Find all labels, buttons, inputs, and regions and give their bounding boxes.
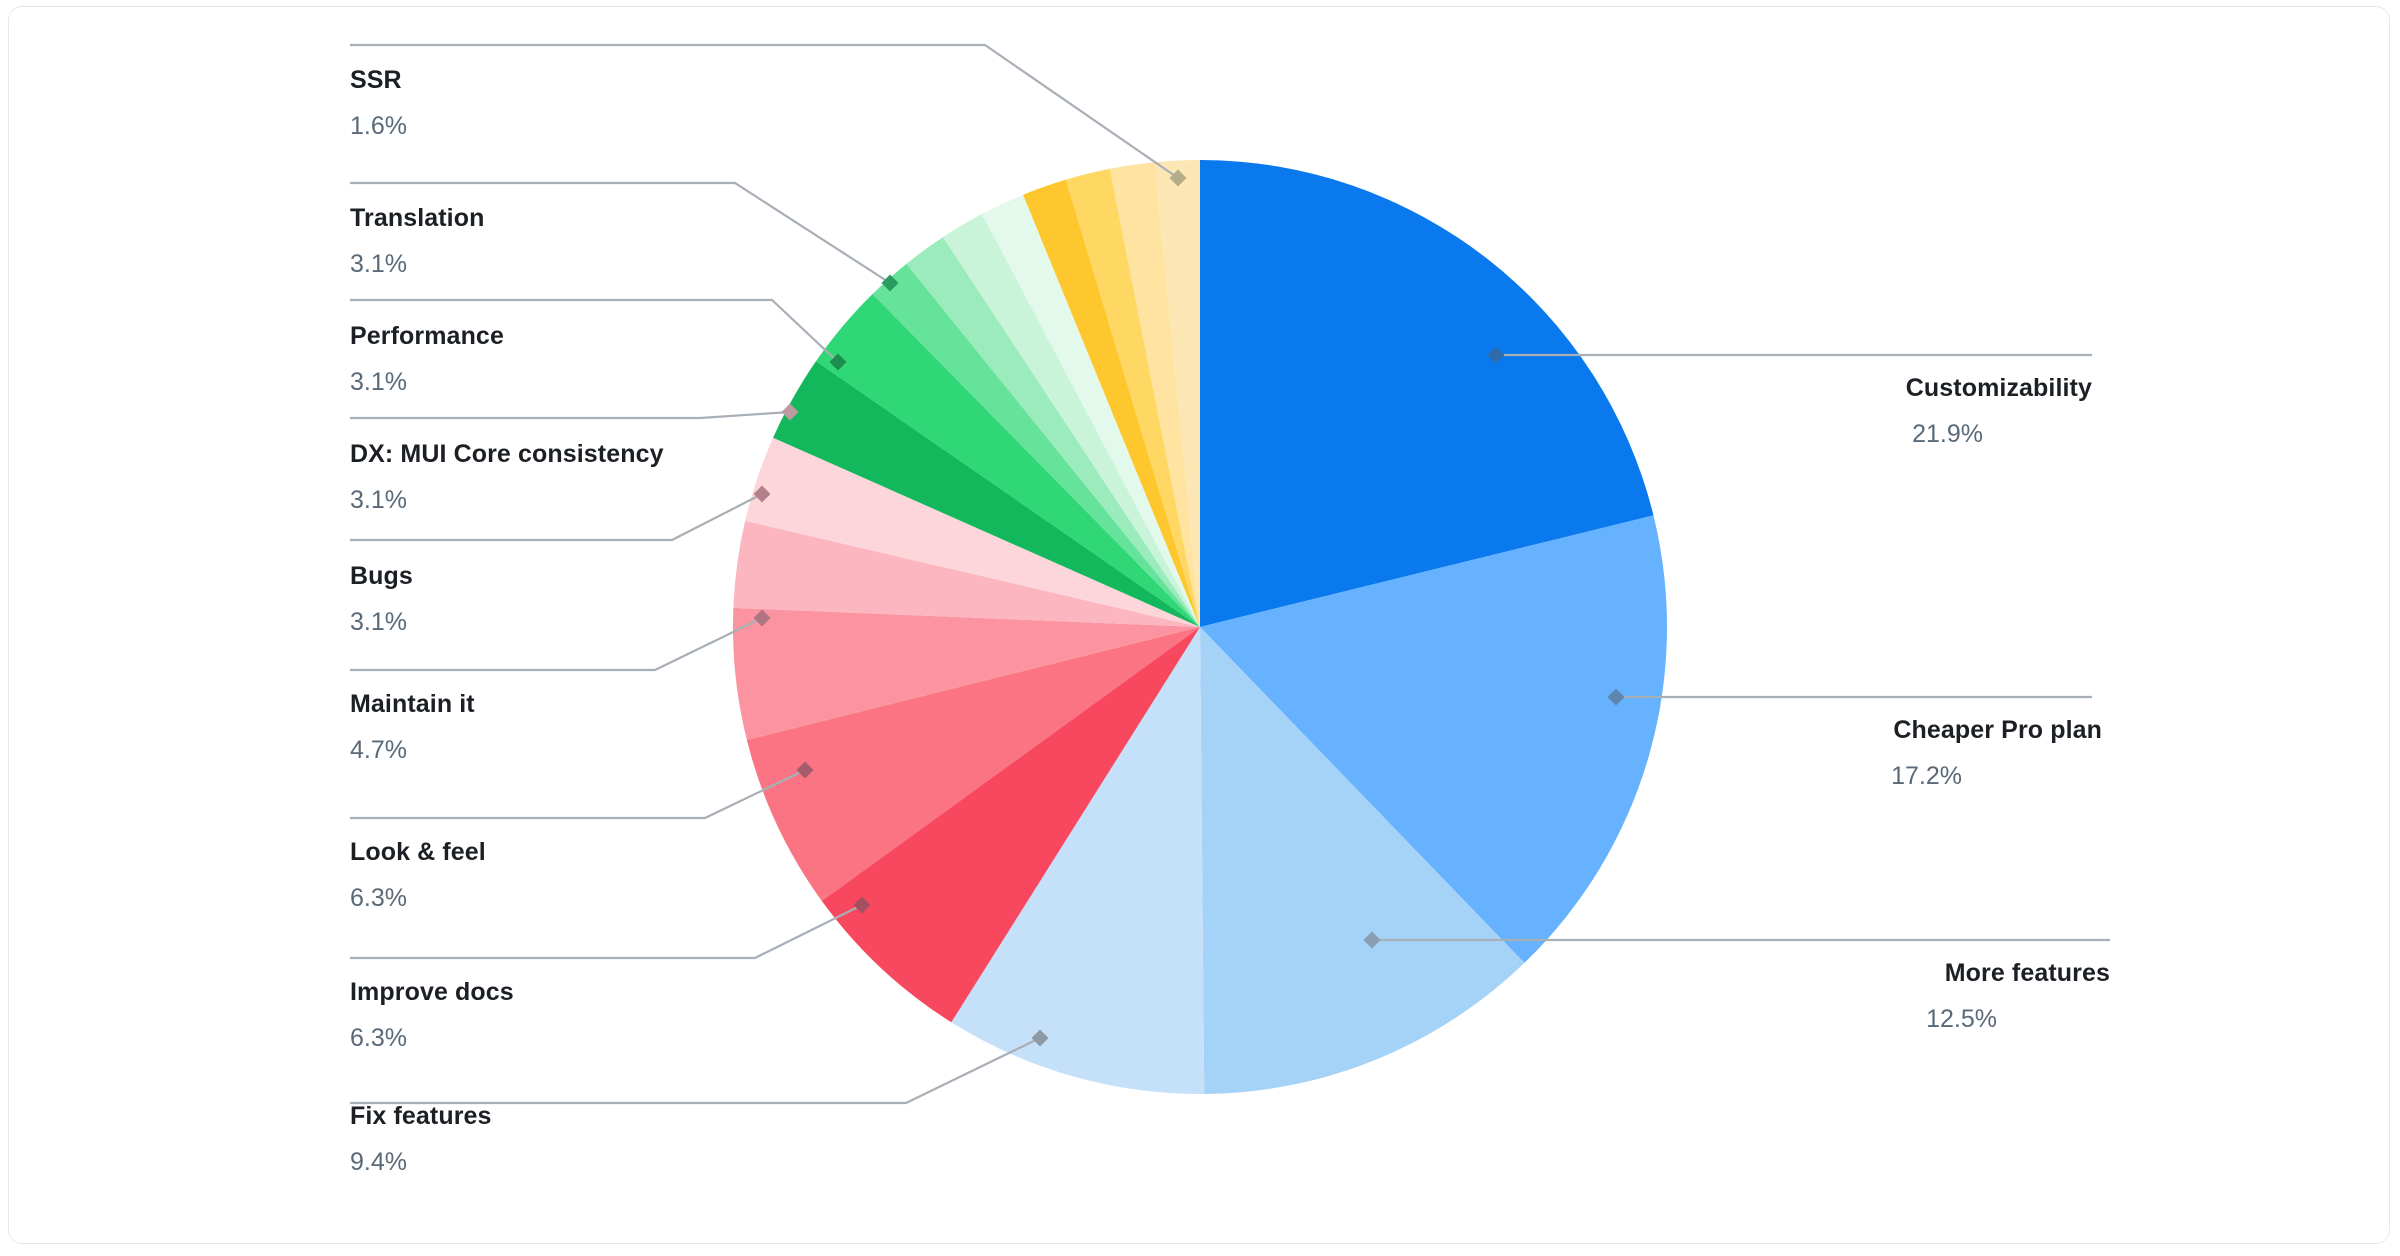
slice-label-fix-features: Fix features bbox=[350, 1102, 492, 1130]
pie-slice-bugs[interactable] bbox=[733, 520, 1200, 627]
slice-label-customizability: Customizability bbox=[1906, 374, 2092, 402]
slice-value-fix-features: 9.4% bbox=[350, 1148, 407, 1176]
marker-improve-docs bbox=[853, 896, 871, 914]
marker-cheaper-pro-plan bbox=[1607, 688, 1625, 706]
marker-fix-features bbox=[1031, 1029, 1049, 1047]
slice-value-cheaper-pro-plan: 17.2% bbox=[1891, 762, 1962, 790]
right-label-group: Customizability 21.9% Cheaper Pro plan 1… bbox=[1891, 374, 2110, 1033]
pie-slice-filler-3[interactable] bbox=[982, 194, 1200, 627]
slice-value-dx-mui-core-consistency: 3.1% bbox=[350, 486, 407, 514]
slice-value-customizability: 21.9% bbox=[1912, 420, 1983, 448]
slice-value-bugs: 3.1% bbox=[350, 608, 407, 636]
leader-line-fix-features bbox=[350, 1037, 1041, 1105]
marker-look-and-feel bbox=[796, 761, 814, 779]
slice-value-maintain-it: 4.7% bbox=[350, 736, 407, 764]
pie-slice-translation[interactable] bbox=[816, 294, 1200, 627]
slice-label-improve-docs: Improve docs bbox=[350, 978, 514, 1006]
leader-line-maintain-it bbox=[350, 617, 763, 672]
pie-slice-performance[interactable] bbox=[773, 361, 1200, 627]
slice-label-ssr: SSR bbox=[350, 66, 402, 94]
slice-label-performance: Performance bbox=[350, 322, 504, 350]
pie-slice-filler-5[interactable] bbox=[1065, 168, 1200, 627]
leader-line-dx-mui-core-consistency bbox=[350, 410, 791, 420]
pie-slice-look-feel[interactable] bbox=[746, 627, 1200, 901]
pie-slice-filler-4[interactable] bbox=[1023, 179, 1200, 627]
leader-line-group bbox=[350, 43, 2110, 1105]
slice-value-improve-docs: 6.3% bbox=[350, 1024, 407, 1052]
pie-slice-cheaper-pro-plan[interactable] bbox=[1200, 515, 1668, 963]
slice-value-look-and-feel: 6.3% bbox=[350, 884, 407, 912]
leader-line-translation bbox=[350, 181, 891, 284]
pie-slice-more-features[interactable] bbox=[1200, 627, 1525, 1094]
leader-line-look-and-feel bbox=[350, 769, 806, 820]
slice-value-more-features: 12.5% bbox=[1926, 1005, 1997, 1033]
slice-label-cheaper-pro-plan: Cheaper Pro plan bbox=[1893, 716, 2102, 744]
leader-line-improve-docs bbox=[350, 904, 863, 960]
leader-line-bugs bbox=[350, 493, 763, 542]
marker-more-features bbox=[1363, 931, 1381, 949]
slice-label-maintain-it: Maintain it bbox=[350, 690, 475, 718]
slice-value-translation: 3.1% bbox=[350, 250, 407, 278]
pie-slice-group[interactable] bbox=[732, 160, 1668, 1094]
slice-label-dx-mui-core-consistency: DX: MUI Core consistency bbox=[350, 440, 664, 468]
pie-slice-ssr[interactable] bbox=[872, 263, 1200, 627]
pie-slice-filler-1[interactable] bbox=[906, 237, 1200, 627]
pie-slice-improve-docs[interactable] bbox=[821, 627, 1200, 1023]
left-label-group: SSR 1.6% Translation 3.1% Performance 3.… bbox=[350, 66, 664, 1176]
pie-slice-customizability[interactable] bbox=[1200, 160, 1654, 627]
marker-bugs bbox=[753, 485, 771, 503]
pie-slice-fix-features[interactable] bbox=[951, 627, 1205, 1094]
marker-performance bbox=[829, 353, 847, 371]
pie-slice-filler-2[interactable] bbox=[942, 213, 1200, 628]
pie-slice-dx-mui-core-consistency[interactable] bbox=[745, 437, 1200, 627]
slice-label-more-features: More features bbox=[1945, 959, 2110, 987]
slice-value-performance: 3.1% bbox=[350, 368, 407, 396]
pie-slice-maintain-it[interactable] bbox=[732, 607, 1200, 740]
slice-value-ssr: 1.6% bbox=[350, 112, 407, 140]
pie-slice-filler-7[interactable] bbox=[1154, 160, 1200, 627]
leader-line-performance bbox=[350, 298, 839, 363]
slice-label-translation: Translation bbox=[350, 204, 484, 232]
marker-translation bbox=[881, 274, 899, 292]
marker-maintain-it bbox=[753, 609, 771, 627]
pie-slice-filler-6[interactable] bbox=[1109, 162, 1200, 627]
marker-dx-mui-core-consistency bbox=[781, 403, 799, 421]
slice-label-look-and-feel: Look & feel bbox=[350, 838, 486, 866]
leader-line-ssr bbox=[350, 43, 1179, 179]
slice-label-bugs: Bugs bbox=[350, 562, 413, 590]
